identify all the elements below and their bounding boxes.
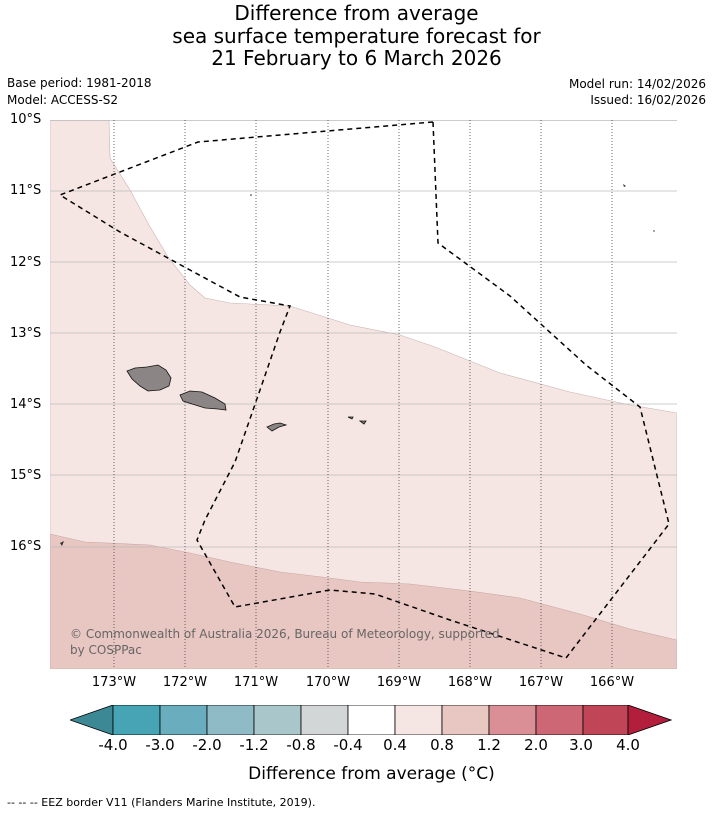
copyright-line-1: © Commonwealth of Australia 2026, Bureau… xyxy=(70,627,500,641)
colorbar-label: 3.0 xyxy=(569,736,593,754)
island-dot-3 xyxy=(60,541,64,546)
lon-label-166w: 166°W xyxy=(589,675,635,690)
colorbar-segment-2 xyxy=(159,705,208,735)
island-upolu xyxy=(179,390,227,411)
island-savaii xyxy=(126,364,172,392)
model-run: Model run: 14/02/2026 xyxy=(568,77,706,91)
colorbar-label: -1.2 xyxy=(239,736,269,754)
title-line-1: Difference from average xyxy=(234,1,479,25)
colorbar-title: Difference from average (°C) xyxy=(248,764,495,784)
colorbar-label: -2.0 xyxy=(192,736,222,754)
lat-label-16s: 16°S xyxy=(10,539,42,554)
colorbar-segment-9 xyxy=(488,705,537,735)
lon-label-167w: 167°W xyxy=(518,675,564,690)
island-manua xyxy=(347,416,367,425)
colorbar-segment-8 xyxy=(441,705,490,735)
colorbar-label: -0.4 xyxy=(333,736,363,754)
lat-label-11s: 11°S xyxy=(10,183,42,198)
lat-label-10s: 10°S xyxy=(10,112,42,127)
anomaly-region-mid xyxy=(50,533,677,669)
island-swains xyxy=(623,184,626,187)
lat-label-15s: 15°S xyxy=(10,468,42,483)
anomaly-region-low xyxy=(50,120,677,669)
eez-border-west xyxy=(58,121,670,659)
lon-label-173w: 173°W xyxy=(91,675,137,690)
title-line-2: sea surface temperature forecast for xyxy=(172,24,541,48)
title-line-3: 21 February to 6 March 2026 xyxy=(211,46,502,70)
colorbar-segment-1 xyxy=(112,705,161,735)
lon-label-169w: 169°W xyxy=(376,675,422,690)
colorbar-label: 1.2 xyxy=(477,736,501,754)
colorbar-segment-10 xyxy=(535,705,584,735)
base-period: Base period: 1981-2018 xyxy=(7,76,152,90)
colorbar-label: -4.0 xyxy=(98,736,128,754)
eez-legend: -- -- -- EEZ border V11 (Flanders Marine… xyxy=(7,796,316,809)
island-dot-2 xyxy=(653,230,655,232)
lon-label-170w: 170°W xyxy=(305,675,351,690)
lon-label-172w: 172°W xyxy=(162,675,208,690)
colorbar xyxy=(70,705,672,735)
lat-gridlines xyxy=(50,120,677,548)
colorbar-arrow-low xyxy=(70,705,114,735)
sst-anomaly-map xyxy=(50,120,677,669)
colorbar-label: 2.0 xyxy=(524,736,548,754)
island-tutuila xyxy=(266,422,288,432)
colorbar-label: -0.8 xyxy=(286,736,316,754)
colorbar-label: -3.0 xyxy=(145,736,175,754)
copyright-line-2: by COSPPac xyxy=(70,643,142,657)
model-name: Model: ACCESS-S2 xyxy=(7,93,119,107)
copyright-notice: © Commonwealth of Australia 2026, Bureau… xyxy=(70,626,500,658)
lon-label-171w: 171°W xyxy=(233,675,279,690)
colorbar-segment-4 xyxy=(253,705,302,735)
colorbar-segment-7 xyxy=(394,705,443,735)
lat-label-12s: 12°S xyxy=(10,255,42,270)
colorbar-segment-11 xyxy=(582,705,629,735)
colorbar-segment-5 xyxy=(300,705,349,735)
colorbar-arrow-high xyxy=(627,705,672,735)
lat-label-14s: 14°S xyxy=(10,397,42,412)
island-dot-1 xyxy=(250,194,252,196)
colorbar-segment-3 xyxy=(206,705,255,735)
colorbar-label: 4.0 xyxy=(616,736,640,754)
lat-label-13s: 13°S xyxy=(10,326,42,341)
colorbar-segment-6 xyxy=(347,705,396,735)
lon-label-168w: 168°W xyxy=(447,675,493,690)
colorbar-label: 0.8 xyxy=(430,736,454,754)
colorbar-label: 0.4 xyxy=(383,736,407,754)
issued-date: Issued: 16/02/2026 xyxy=(590,93,706,107)
